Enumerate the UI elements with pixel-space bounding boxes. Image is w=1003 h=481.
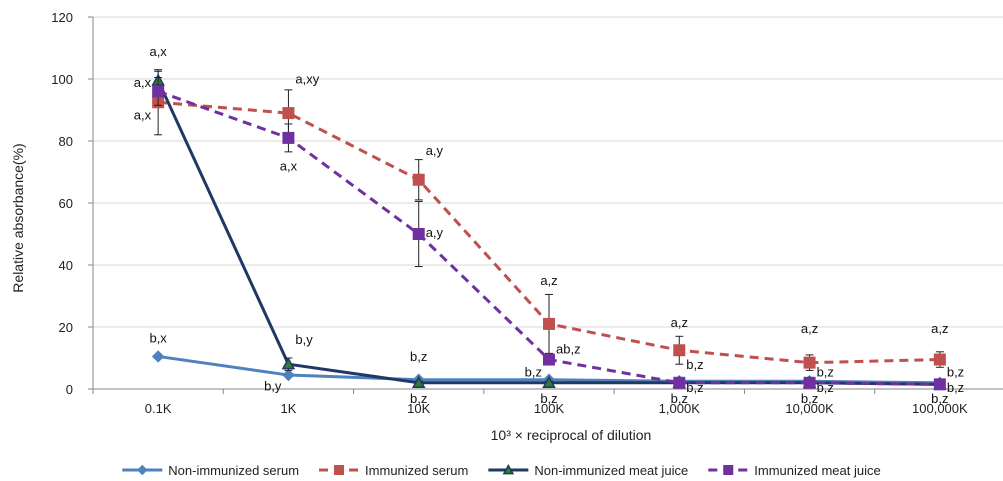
data-label: b,z	[686, 380, 703, 395]
data-label: a,y	[426, 143, 444, 158]
gridlines	[93, 16, 1003, 328]
series-group	[151, 69, 947, 391]
data-point	[673, 344, 686, 357]
data-label: b,z	[540, 391, 557, 406]
data-label: a,x	[149, 44, 167, 59]
legend-item-2: Non-immunized meat juice	[488, 463, 688, 478]
legend-swatch-marker	[137, 464, 148, 476]
data-point	[933, 378, 946, 391]
legend-label: Non-immunized meat juice	[534, 463, 688, 478]
data-label: a,xy	[295, 72, 319, 87]
legend-label: Immunized meat juice	[754, 463, 880, 478]
data-label: b,z	[947, 365, 964, 380]
data-label: a,z	[801, 321, 818, 336]
y-tick-label: 120	[51, 10, 73, 25]
data-label: b,z	[801, 391, 818, 406]
data-label: a,x	[134, 75, 152, 90]
legend: Non-immunized serum Immunized serum Non-im…	[122, 463, 881, 478]
data-label: a,z	[671, 315, 688, 330]
x-axis-title: 10³ × reciprocal of dilution	[491, 427, 652, 443]
data-label: b,z	[410, 349, 427, 364]
y-tick-label: 20	[59, 320, 73, 335]
data-label: a,z	[931, 321, 948, 336]
data-point	[412, 173, 425, 186]
data-point	[933, 353, 946, 366]
x-tick-label: 100K	[534, 401, 565, 416]
axes: 0 20 40 60 80 100 120 0.1K 1K 10K 100K 1,000K 10,000…	[51, 10, 1003, 416]
y-tick-label: 80	[59, 134, 73, 149]
data-point	[281, 357, 296, 370]
data-point	[152, 85, 165, 98]
legend-label: Non-immunized serum	[168, 463, 299, 478]
data-label: b,z	[686, 357, 703, 372]
data-label: b,z	[931, 391, 948, 406]
data-point	[543, 353, 555, 366]
x-tick-label: 1,000K	[659, 401, 701, 416]
data-point	[543, 317, 555, 330]
data-label: a,x	[134, 107, 152, 122]
legend-swatch-marker	[334, 465, 345, 475]
x-tick-label: 100,000K	[912, 401, 968, 416]
data-label: b,z	[410, 391, 427, 406]
data-label: a,x	[280, 158, 298, 173]
data-label: b,z	[817, 380, 834, 395]
y-tick-label: 60	[59, 196, 73, 211]
data-point	[282, 131, 295, 144]
data-label: b,y	[295, 332, 313, 347]
data-label: b,x	[149, 331, 167, 346]
data-label: b,z	[525, 365, 542, 380]
legend-swatch-marker	[502, 463, 515, 475]
legend-item-3: Immunized meat juice	[708, 463, 881, 478]
data-label: a,z	[540, 273, 557, 288]
data-point	[803, 376, 816, 389]
x-tick-label: 10,000K	[785, 401, 834, 416]
data-label: b,z	[947, 380, 964, 395]
legend-item-1: Immunized serum	[319, 463, 468, 478]
data-label: ab,z	[556, 341, 581, 356]
data-point	[542, 375, 556, 388]
y-tick-label: 100	[51, 72, 73, 87]
data-label: a,y	[426, 225, 444, 240]
series-3	[152, 76, 946, 391]
legend-swatch-marker	[723, 465, 734, 475]
annotation-group: a,xa,xa,xb,xa,xya,xb,yb,ya,ya,yb,zb,za,z…	[134, 44, 964, 406]
x-tick-label: 1K	[280, 401, 296, 416]
data-point	[803, 356, 816, 369]
y-tick-label: 0	[66, 382, 73, 397]
data-label: b,z	[817, 365, 834, 380]
data-label: b,y	[264, 379, 282, 394]
data-point	[282, 368, 295, 382]
data-point	[411, 375, 426, 388]
legend-label: Immunized serum	[365, 463, 468, 478]
data-point	[673, 376, 686, 389]
data-label: b,z	[671, 391, 688, 406]
legend-item-0: Non-immunized serum	[122, 463, 299, 478]
data-point	[412, 228, 425, 240]
data-point	[151, 350, 165, 363]
x-tick-label: 10K	[407, 401, 430, 416]
data-point	[282, 107, 295, 120]
y-tick-label: 40	[59, 258, 73, 273]
x-tick-label: 0.1K	[145, 401, 172, 416]
y-axis-title: Relative absorbance(%)	[10, 143, 26, 292]
